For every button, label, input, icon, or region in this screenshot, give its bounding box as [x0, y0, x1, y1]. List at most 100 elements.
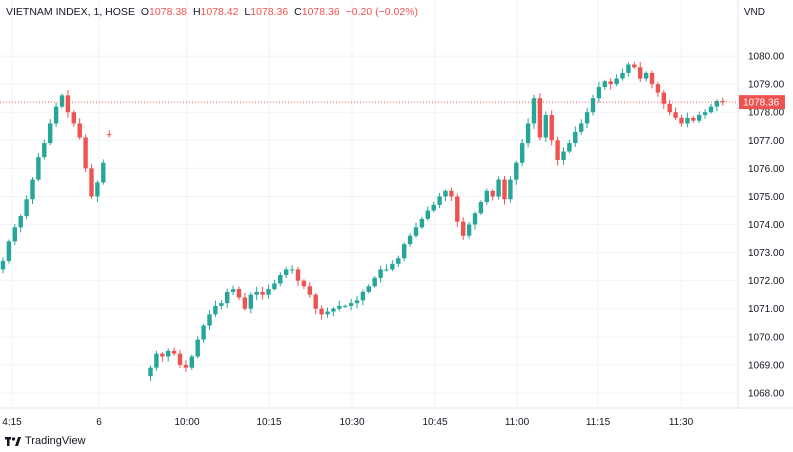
candle [590, 94, 596, 116]
candle [48, 119, 53, 146]
candle [472, 211, 478, 230]
candle [83, 134, 88, 173]
candle [36, 152, 41, 182]
high-value: 1078.42 [200, 6, 239, 18]
y-tick-label: 1076.00 [748, 164, 785, 175]
candle [337, 300, 342, 312]
candle [437, 193, 442, 209]
candle [508, 175, 513, 203]
close-label: C [294, 6, 302, 18]
candle [520, 138, 525, 167]
y-tick-label: 1073.00 [748, 248, 785, 259]
candle [213, 300, 218, 318]
candle [254, 286, 259, 301]
x-tick-label: 10:30 [339, 417, 364, 428]
candle [537, 93, 543, 141]
low-value: 1078.36 [250, 6, 289, 18]
open-value: 1078.38 [149, 6, 188, 18]
y-tick-label: 1078.00 [748, 108, 785, 119]
candle [6, 239, 12, 264]
candle [466, 221, 472, 239]
candle [372, 276, 377, 288]
candle [407, 233, 413, 247]
candle [679, 114, 684, 127]
change-value: −0.20 (−0.02%) [345, 6, 419, 18]
currency-label: VND [743, 7, 765, 18]
price-tag-bg [739, 95, 785, 110]
candle [289, 265, 295, 274]
candle [77, 118, 82, 140]
candle [42, 139, 47, 160]
candle [620, 68, 625, 81]
y-axis: 1068.00 1069.00 1070.00 1071.00 1072.00 1073.… [748, 52, 785, 400]
candle [201, 323, 206, 343]
candle [248, 292, 253, 314]
y-tick-label: 1070.00 [748, 332, 785, 343]
candle [348, 298, 354, 311]
candle [614, 74, 619, 87]
candle [260, 286, 265, 300]
candle [632, 61, 637, 69]
candle [549, 110, 554, 146]
candle [496, 176, 501, 200]
grid [0, 0, 793, 409]
candle [325, 307, 330, 318]
candle [266, 284, 271, 299]
candle [531, 94, 537, 129]
candle [331, 306, 336, 317]
candle [343, 304, 348, 308]
price-tag: 1078.36 [743, 98, 780, 109]
brand-name: TradingView [25, 435, 86, 447]
candle [413, 222, 419, 238]
candle [301, 279, 307, 290]
candle [107, 130, 112, 138]
x-tick-label: 11:30 [669, 417, 694, 428]
candle [708, 103, 714, 114]
candle [30, 176, 35, 204]
candle [396, 255, 401, 268]
high-label: H [192, 6, 201, 18]
tradingview-logo[interactable]: TradingView [5, 435, 86, 447]
y-tick-label: 1071.00 [748, 304, 785, 315]
candle [626, 62, 631, 77]
open-label: O [140, 6, 150, 18]
candle [478, 200, 484, 215]
candle [59, 93, 65, 109]
candle [579, 119, 584, 135]
candle [543, 111, 548, 142]
candle [431, 201, 436, 213]
candle [602, 79, 607, 90]
candle [691, 116, 696, 123]
candle [525, 118, 531, 148]
candle [573, 126, 578, 147]
y-tick-label: 1074.00 [748, 220, 785, 231]
candle [71, 110, 76, 127]
candle [720, 97, 725, 106]
candle [242, 292, 248, 311]
candle [166, 348, 171, 362]
candle [596, 81, 602, 103]
candle [313, 292, 318, 315]
candles [0, 61, 725, 381]
x-tick-label: 10:00 [174, 417, 199, 428]
candle [567, 139, 572, 154]
candle [272, 279, 277, 291]
y-tick-label: 1072.00 [748, 276, 785, 287]
symbol-label[interactable]: VIETNAM INDEX, 1, HOSE [6, 6, 135, 18]
candle [24, 195, 29, 220]
y-tick-label: 1075.00 [748, 192, 785, 203]
candle [584, 107, 590, 129]
candle [183, 360, 189, 372]
candle [95, 180, 100, 202]
candle [0, 257, 6, 274]
candle [154, 350, 159, 371]
candle [608, 77, 613, 90]
candle [419, 216, 425, 229]
candle [685, 112, 690, 128]
candle [319, 305, 324, 320]
x-axis: 4:15 6 10:00 10:15 10:30 10:45 11:00 11:15 11:30 [2, 417, 693, 428]
candle [455, 193, 460, 228]
candle [484, 188, 489, 205]
